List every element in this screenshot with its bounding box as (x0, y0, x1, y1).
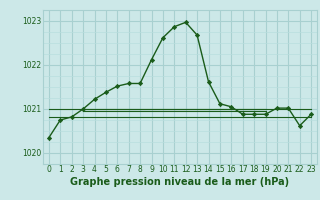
X-axis label: Graphe pression niveau de la mer (hPa): Graphe pression niveau de la mer (hPa) (70, 177, 290, 187)
